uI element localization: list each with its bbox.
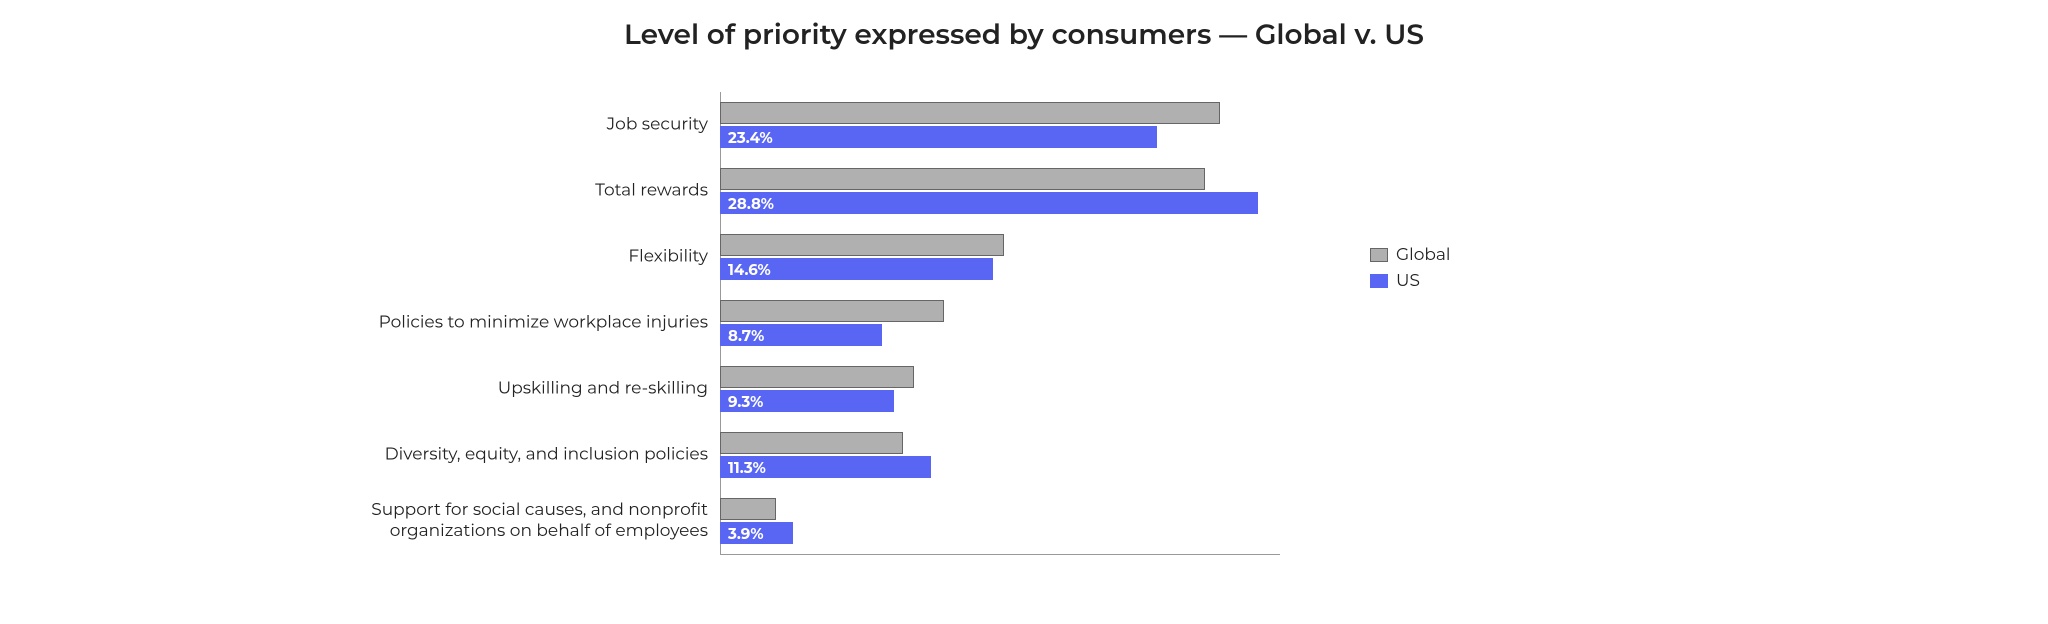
- category-label: Total rewards: [8, 180, 720, 201]
- category-label: Support for social causes, and nonprofit…: [8, 500, 720, 543]
- bar-global: [720, 432, 903, 454]
- legend-swatch-global: [1370, 248, 1388, 262]
- bar-us-value-label: 3.9%: [728, 524, 764, 543]
- chart-container: Level of priority expressed by consumers…: [0, 0, 2048, 624]
- category-row: Policies to minimize workplace injuries8…: [720, 290, 1280, 356]
- legend-label-global: Global: [1396, 245, 1450, 265]
- bar-us-value-label: 23.4%: [728, 128, 773, 147]
- bar-global: [720, 366, 914, 388]
- category-row: Support for social causes, and nonprofit…: [720, 488, 1280, 554]
- category-row: Upskilling and re-skilling9.3%: [720, 356, 1280, 422]
- bar-us: 3.9%: [720, 522, 793, 544]
- bar-us: 14.6%: [720, 258, 993, 280]
- bar-global: [720, 498, 776, 520]
- bar-us: 8.7%: [720, 324, 882, 346]
- bar-us-value-label: 28.8%: [728, 194, 774, 213]
- chart-title: Level of priority expressed by consumers…: [0, 18, 2048, 52]
- bar-global: [720, 168, 1205, 190]
- bar-global: [720, 102, 1220, 124]
- bar-us: 23.4%: [720, 126, 1157, 148]
- category-label: Upskilling and re-skilling: [8, 378, 720, 399]
- bar-us-value-label: 8.7%: [728, 326, 764, 345]
- bar-us: 9.3%: [720, 390, 894, 412]
- plot-area: Job security23.4%Total rewards28.8%Flexi…: [720, 92, 1280, 592]
- category-label: Diversity, equity, and inclusion policie…: [8, 444, 720, 465]
- legend-item-global: Global: [1370, 245, 1450, 265]
- category-row: Diversity, equity, and inclusion policie…: [720, 422, 1280, 488]
- bar-us: 11.3%: [720, 456, 931, 478]
- category-label: Policies to minimize workplace injuries: [8, 312, 720, 333]
- bar-us-value-label: 11.3%: [728, 458, 766, 477]
- category-label: Flexibility: [8, 246, 720, 267]
- category-row: Job security23.4%: [720, 92, 1280, 158]
- category-label: Job security: [8, 114, 720, 135]
- legend-swatch-us: [1370, 274, 1388, 288]
- bar-us-value-label: 9.3%: [728, 392, 763, 411]
- legend-label-us: US: [1396, 271, 1420, 291]
- legend-item-us: US: [1370, 271, 1450, 291]
- x-axis-line: [720, 554, 1280, 555]
- legend: Global US: [1370, 245, 1450, 297]
- bar-us: 28.8%: [720, 192, 1258, 214]
- bar-global: [720, 300, 944, 322]
- bar-us-value-label: 14.6%: [728, 260, 771, 279]
- category-row: Flexibility14.6%: [720, 224, 1280, 290]
- bar-global: [720, 234, 1004, 256]
- category-row: Total rewards28.8%: [720, 158, 1280, 224]
